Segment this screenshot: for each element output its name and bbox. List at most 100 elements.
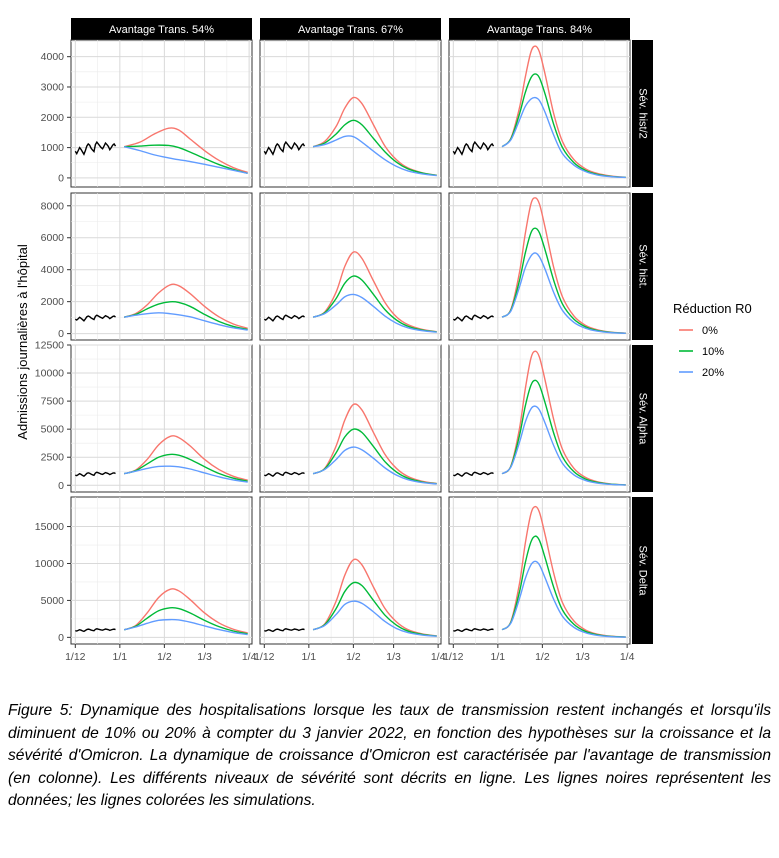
observed-data-line (264, 471, 305, 478)
series-line-0pct (123, 435, 248, 481)
observed-data-line (263, 140, 306, 156)
panel-frame (259, 344, 442, 493)
x-tick-label: 1/4 (242, 651, 257, 663)
row-strip-label: Sév. Alpha (637, 393, 649, 446)
series-line-0pct (312, 558, 437, 637)
x-tick-label: 1/2 (535, 651, 550, 663)
series-line-20pct (123, 618, 248, 636)
series-line-10pct (501, 379, 626, 486)
panel (259, 192, 442, 341)
panel (448, 496, 631, 645)
y-tick-label: 12500 (35, 340, 64, 352)
panel (448, 192, 631, 341)
series-line-10pct (312, 275, 437, 333)
series-line-20pct (313, 135, 437, 177)
observed-data-line (453, 628, 494, 633)
observed-data-line (75, 471, 116, 478)
series-line-20pct (123, 146, 248, 175)
observed-data-line (264, 628, 305, 633)
x-tick-label: 1/2 (157, 651, 172, 663)
panel-frame (70, 344, 253, 493)
y-tick-label: 15000 (35, 521, 64, 533)
faceted-chart: Avantage Trans. 54% Avantage Trans. 67% Av… (15, 18, 752, 663)
x-tick-label: 1/1 (491, 651, 506, 663)
x-tick-label: 1/3 (386, 651, 401, 663)
panel (70, 344, 253, 493)
series-line-20pct (312, 446, 437, 485)
y-tick-label: 10000 (35, 558, 64, 570)
observed-data-line (452, 314, 494, 322)
observed-data-line (74, 314, 116, 322)
series-line-0pct (501, 505, 626, 638)
row-strip (632, 40, 653, 187)
panel-frame (70, 39, 253, 188)
y-tick-label: 10000 (35, 368, 64, 380)
panel (259, 344, 442, 493)
series-line-20pct (501, 560, 626, 638)
series-line-10pct (123, 453, 248, 482)
series-line-10pct (312, 581, 437, 637)
observed-data-line (74, 140, 117, 156)
series-line-10pct (123, 606, 248, 635)
y-tick-label: 0 (58, 632, 64, 644)
y-tick-label: 2000 (41, 112, 65, 124)
column-strip (71, 18, 252, 40)
x-tick-label: 1/3 (575, 651, 590, 663)
panel (70, 39, 253, 188)
y-tick-label: 2500 (41, 452, 65, 464)
panel-frame (259, 496, 442, 645)
panel-frame (259, 192, 442, 341)
panel (448, 344, 631, 493)
panel (70, 496, 253, 645)
y-tick-label: 6000 (41, 232, 65, 244)
row-strip-label: Sév. hist/2 (637, 88, 649, 139)
series-line-20pct (312, 600, 437, 638)
y-tick-label: 3000 (41, 81, 65, 93)
series-line-0pct (501, 197, 626, 334)
x-tick-label: 1/4 (431, 651, 446, 663)
y-tick-label: 4000 (41, 264, 65, 276)
panel-frame (448, 496, 631, 645)
y-tick-label: 5000 (41, 424, 65, 436)
series-line-10pct (312, 428, 437, 485)
series-line-0pct (312, 403, 437, 485)
series-line-20pct (124, 312, 248, 331)
panel (259, 39, 442, 188)
x-tick-label: 1/4 (620, 651, 635, 663)
series-line-0pct (501, 350, 626, 486)
column-strip-label: Avantage Trans. 67% (298, 24, 403, 36)
y-tick-label: 2000 (41, 296, 65, 308)
series-line-10pct (501, 73, 626, 179)
y-tick-label: 0 (58, 328, 64, 340)
x-tick-label: 1/12 (65, 651, 86, 663)
column-strip (449, 18, 630, 40)
column-strip-label: Avantage Trans. 54% (109, 24, 214, 36)
series-line-20pct (124, 465, 248, 483)
x-tick-label: 1/12 (254, 651, 275, 663)
panel-frame (70, 192, 253, 341)
x-tick-label: 1/1 (113, 651, 128, 663)
panel (448, 39, 631, 188)
panel (259, 496, 442, 645)
y-axis-title: Admissions journalières à l'hôpital (15, 244, 30, 440)
panel (70, 192, 253, 341)
row-strip-label: Sév. Delta (637, 546, 649, 597)
row-strip (632, 497, 653, 644)
series-line-0pct (501, 45, 626, 178)
legend-label: 20% (702, 367, 724, 379)
x-tick-label: 1/3 (197, 651, 212, 663)
panel-frame (70, 496, 253, 645)
series-line-20pct (501, 252, 626, 334)
y-tick-label: 0 (58, 172, 64, 184)
panel-frame (448, 192, 631, 341)
series-line-0pct (312, 96, 437, 176)
column-strip-label: Avantage Trans. 84% (487, 24, 592, 36)
observed-data-line (452, 140, 495, 156)
panel-frame (448, 344, 631, 493)
y-tick-label: 5000 (41, 595, 65, 607)
row-strip-label: Sév. hist. (637, 244, 649, 288)
series-line-20pct (312, 293, 437, 333)
x-tick-label: 1/1 (302, 651, 317, 663)
y-tick-label: 4000 (41, 51, 65, 63)
row-strip (632, 345, 653, 492)
